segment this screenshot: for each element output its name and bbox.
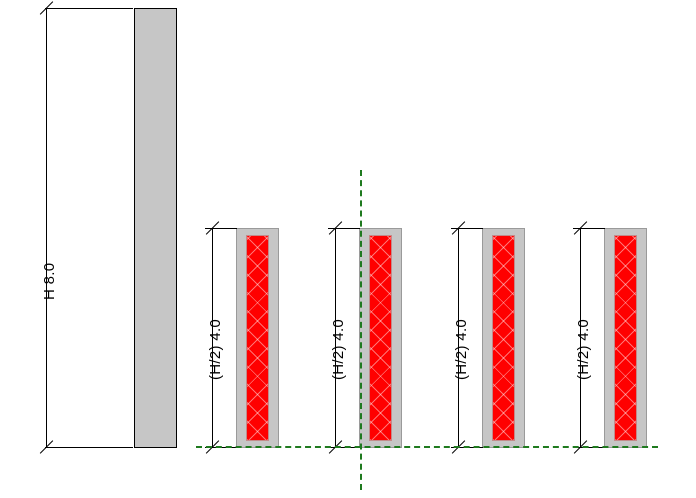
dim-line-half-2 — [335, 228, 336, 448]
dim-extension-top-4 — [573, 228, 605, 229]
dim-extension-top-1 — [205, 228, 237, 229]
dim-line-half-1 — [212, 228, 213, 448]
column-half-2-core — [369, 235, 392, 441]
vertical-centerline — [360, 170, 362, 490]
dim-extension-bottom-full — [45, 447, 133, 448]
dim-label-half-4: (H/2) 4.0 — [575, 318, 592, 380]
column-half-1-core — [246, 235, 269, 441]
dim-line-full — [46, 8, 47, 448]
column-half-3-core — [492, 235, 515, 441]
dim-extension-top-3 — [451, 228, 483, 229]
dim-extension-top-full — [45, 8, 133, 9]
column-half-4-core — [614, 235, 637, 441]
horizontal-centerline — [196, 446, 658, 448]
dim-label-half-1: (H/2) 4.0 — [207, 318, 224, 380]
dim-label-half-2: (H/2) 4.0 — [330, 318, 347, 380]
dim-extension-top-2 — [328, 228, 360, 229]
dim-label-full-height: H 8.0 — [41, 262, 58, 300]
dim-line-half-4 — [580, 228, 581, 448]
dim-label-half-3: (H/2) 4.0 — [453, 318, 470, 380]
column-full-height — [134, 8, 177, 448]
dim-line-half-3 — [458, 228, 459, 448]
